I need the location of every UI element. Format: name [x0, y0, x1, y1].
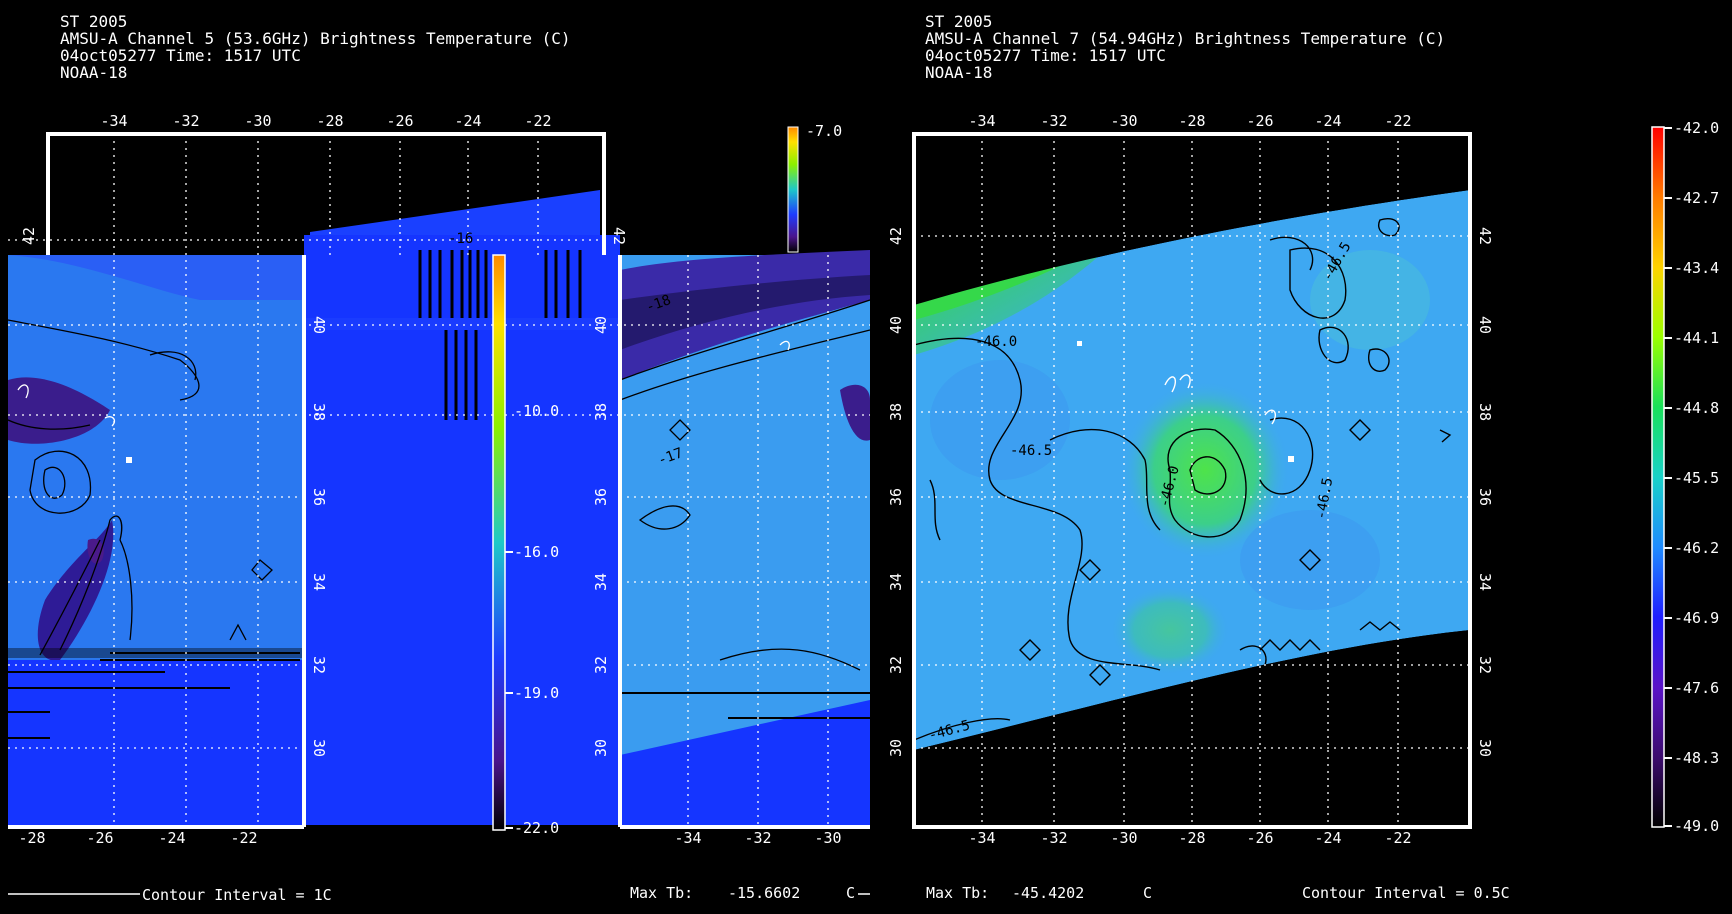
right-bottom-lon-label: -22	[1384, 829, 1411, 847]
right-top-lon-label: -30	[1110, 112, 1137, 130]
right-contour-label: -46.5	[1010, 443, 1052, 459]
right-colorbar-label: -48.3	[1674, 749, 1719, 767]
right-lat-label-right: 34	[1476, 573, 1494, 591]
right-lat-label-left: 30	[887, 739, 905, 757]
right-lat-label-left: 36	[887, 488, 905, 506]
right-lat-label-right: 38	[1476, 403, 1494, 421]
right-top-lon-label: -22	[1384, 112, 1411, 130]
right-lat-label-right: 32	[1476, 656, 1494, 674]
left-lat-label-right: 32	[310, 656, 328, 674]
right-max-tb-value: -45.4202	[1012, 884, 1084, 902]
right-colorbar	[1652, 127, 1664, 827]
left-top-lon-label: -30	[244, 112, 271, 130]
right-top-lon-label: -24	[1314, 112, 1341, 130]
right-colorbar-label: -42.0	[1674, 119, 1719, 137]
right-lat-label-left: 40	[887, 316, 905, 334]
left-inset-lat-label: 36	[592, 488, 610, 506]
right-colorbar-label: -43.4	[1674, 259, 1719, 277]
left-inset-lat-label: 32	[592, 656, 610, 674]
left-max-tb-label: Max Tb:	[630, 884, 693, 902]
right-bottom-lon-label: -26	[1246, 829, 1273, 847]
right-bottom-lon-label: -24	[1314, 829, 1341, 847]
left-bottom-lon-label: -26	[86, 829, 113, 847]
left-colorbar-label: -16.0	[514, 543, 559, 561]
left-lat-label-right: 40	[310, 316, 328, 334]
right-lat-label-right: 36	[1476, 488, 1494, 506]
left-bottom-lon-label: -28	[18, 829, 45, 847]
right-colorbar-label: -46.9	[1674, 609, 1719, 627]
left-contour-interval: Contour Interval = 1C	[142, 886, 332, 904]
left-inset-lon-label: -30	[814, 829, 841, 847]
left-lat-label-right: 30	[310, 739, 328, 757]
left-top-lon-label: -32	[172, 112, 199, 130]
right-bottom-lon-label: -34	[968, 829, 995, 847]
left-colorbar-label: -7.0	[806, 122, 842, 140]
right-colorbar-label: -44.1	[1674, 329, 1719, 347]
left-lat-label-right: 34	[310, 573, 328, 591]
left-top-lon-label: -22	[524, 112, 551, 130]
left-colorbar-label: -19.0	[514, 684, 559, 702]
left-max-tb-unit: C	[846, 884, 855, 902]
left-inset-lat-label: 40	[592, 316, 610, 334]
right-bottom-lon-label: -32	[1040, 829, 1067, 847]
right-bottom-lon-label: -28	[1178, 829, 1205, 847]
left-colorbar-label: -22.0	[514, 819, 559, 837]
right-top-lon-label: -34	[968, 112, 995, 130]
right-colorbar-label: -49.0	[1674, 817, 1719, 835]
left-inset-lon-label: -32	[744, 829, 771, 847]
left-colorbar-partial-label: -10.0	[514, 402, 559, 420]
left-top-lon-label: -28	[316, 112, 343, 130]
left-contour-label: -16	[448, 231, 473, 247]
left-map	[8, 127, 870, 830]
right-lat-label-left: 42	[887, 227, 905, 245]
right-map	[914, 127, 1672, 827]
left-max-tb-value: -15.6602	[728, 884, 800, 902]
right-colorbar-ticks	[1664, 128, 1672, 826]
left-colorbar	[493, 255, 505, 830]
left-bottom-lon-label: -22	[230, 829, 257, 847]
right-max-tb-unit: C	[1143, 884, 1152, 902]
left-inset-lat-label: 38	[592, 403, 610, 421]
left-top-lon-label: -26	[386, 112, 413, 130]
right-max-tb-label: Max Tb:	[926, 884, 989, 902]
left-lat-label-right: 42	[610, 227, 628, 245]
right-lat-label-left: 32	[887, 656, 905, 674]
right-lat-label-right: 42	[1476, 227, 1494, 245]
left-inset-lon-label: -34	[674, 829, 701, 847]
right-colorbar-label: -44.8	[1674, 399, 1719, 417]
left-lat-label-right: 36	[310, 488, 328, 506]
left-lat-label-right: 38	[310, 403, 328, 421]
right-lat-label-left: 34	[887, 573, 905, 591]
right-contour-interval: Contour Interval = 0.5C	[1302, 884, 1510, 902]
right-lat-label-left: 38	[887, 403, 905, 421]
right-colorbar-label: -46.2	[1674, 539, 1719, 557]
left-inset-lat-label: 30	[592, 739, 610, 757]
left-colorbar-top	[788, 127, 798, 252]
right-contour-label: -46.0	[975, 334, 1017, 350]
left-top-lon-label: -24	[454, 112, 481, 130]
right-top-lon-label: -32	[1040, 112, 1067, 130]
left-bottom-lon-label: -24	[158, 829, 185, 847]
left-top-lon-label: -34	[100, 112, 127, 130]
right-top-lon-label: -26	[1246, 112, 1273, 130]
right-colorbar-label: -47.6	[1674, 679, 1719, 697]
right-colorbar-label: -42.7	[1674, 189, 1719, 207]
right-lat-label-right: 30	[1476, 739, 1494, 757]
right-top-lon-label: -28	[1178, 112, 1205, 130]
right-bottom-lon-label: -30	[1110, 829, 1137, 847]
left-lat-label: 42	[20, 227, 38, 245]
left-inset-lat-label: 34	[592, 573, 610, 591]
right-colorbar-label: -45.5	[1674, 469, 1719, 487]
right-lat-label-right: 40	[1476, 316, 1494, 334]
